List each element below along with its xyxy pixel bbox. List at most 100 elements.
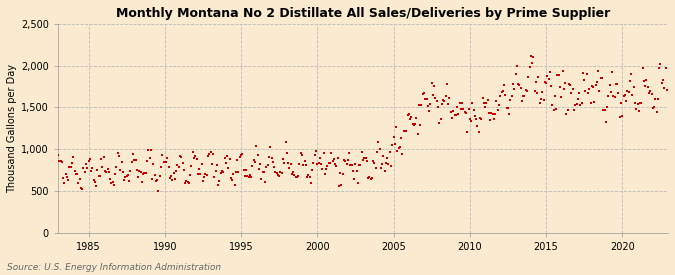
Point — [514, 83, 524, 87]
Point — [481, 101, 491, 105]
Point — [549, 94, 560, 98]
Point — [423, 103, 433, 108]
Point — [307, 168, 318, 172]
Point — [244, 173, 255, 177]
Point — [593, 69, 603, 74]
Point — [290, 175, 301, 179]
Point — [267, 160, 278, 165]
Point — [537, 89, 547, 94]
Title: Monthly Montana No 2 Distillate All Sales/Deliveries by Prime Supplier: Monthly Montana No 2 Distillate All Sale… — [116, 7, 610, 20]
Point — [184, 181, 194, 186]
Point — [296, 151, 306, 155]
Point — [655, 62, 666, 66]
Point — [293, 174, 304, 178]
Point — [151, 179, 161, 183]
Point — [329, 162, 340, 166]
Point — [391, 124, 402, 129]
Point — [523, 75, 534, 79]
Point — [265, 145, 275, 149]
Point — [214, 179, 225, 183]
Point — [190, 153, 200, 158]
Point — [309, 153, 320, 157]
Point — [70, 172, 81, 177]
Point — [440, 94, 451, 98]
Point — [482, 97, 493, 102]
Point — [595, 75, 606, 80]
Point — [237, 152, 248, 156]
Point — [493, 103, 504, 107]
Point — [321, 167, 331, 171]
Point — [144, 156, 155, 160]
Point — [477, 95, 488, 100]
Point — [252, 153, 263, 158]
Point — [219, 156, 230, 160]
Point — [169, 177, 180, 181]
Point — [588, 85, 599, 89]
Point — [561, 112, 572, 117]
Point — [382, 156, 393, 160]
Y-axis label: Thousand Gallons per Day: Thousand Gallons per Day — [7, 64, 17, 193]
Point — [464, 117, 475, 121]
Point — [466, 119, 477, 124]
Point — [401, 129, 412, 133]
Point — [539, 79, 550, 84]
Point — [122, 174, 132, 178]
Point — [176, 155, 187, 160]
Point — [439, 98, 450, 103]
Point — [472, 123, 483, 128]
Point — [277, 156, 288, 161]
Point — [73, 180, 84, 185]
Point — [284, 166, 295, 170]
Point — [165, 176, 176, 180]
Point — [333, 184, 344, 188]
Point — [157, 152, 167, 157]
Point — [259, 169, 269, 174]
Point — [381, 161, 392, 166]
Point — [90, 184, 101, 188]
Point — [568, 108, 579, 112]
Point — [224, 157, 235, 161]
Point — [647, 106, 658, 110]
Point — [453, 112, 464, 116]
Point — [83, 159, 94, 163]
Point — [74, 177, 85, 182]
Point — [344, 151, 354, 156]
Point — [315, 156, 325, 161]
Point — [402, 113, 413, 117]
Point — [587, 84, 597, 88]
Point — [302, 175, 313, 180]
Point — [614, 115, 625, 119]
Point — [77, 187, 88, 191]
Point — [552, 72, 563, 77]
Point — [116, 160, 127, 164]
Point — [177, 161, 188, 165]
Point — [542, 74, 553, 79]
Point — [660, 66, 671, 70]
Point — [406, 115, 416, 119]
Point — [152, 178, 163, 183]
Point — [400, 129, 410, 134]
Point — [620, 93, 630, 97]
Point — [355, 163, 366, 167]
Point — [88, 178, 99, 182]
Point — [525, 54, 536, 59]
Point — [202, 154, 213, 158]
Point — [502, 106, 513, 110]
Point — [92, 168, 103, 172]
Point — [240, 173, 250, 178]
Point — [447, 116, 458, 120]
Point — [562, 108, 573, 112]
Point — [640, 84, 651, 89]
Point — [134, 169, 144, 173]
Point — [205, 150, 216, 155]
Point — [82, 166, 92, 170]
Point — [234, 155, 245, 160]
Point — [209, 174, 220, 179]
Point — [374, 146, 385, 151]
Point — [604, 83, 615, 87]
Point — [486, 111, 497, 116]
Point — [630, 100, 641, 105]
Point — [535, 97, 546, 102]
Point — [354, 163, 364, 167]
Point — [288, 170, 298, 174]
